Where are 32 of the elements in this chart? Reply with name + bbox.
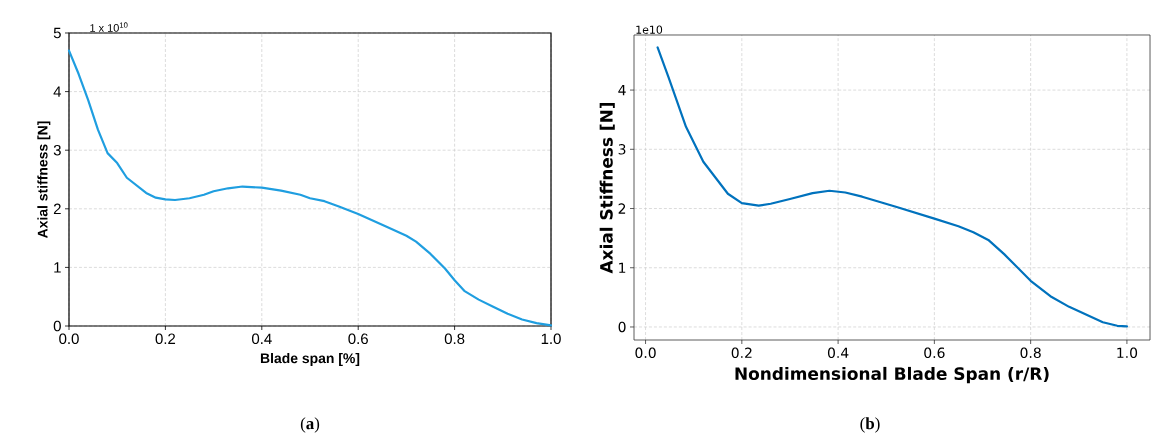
x-tick-label: 0.0 [59, 333, 79, 345]
y-tick-label: 2 [618, 203, 626, 214]
text: 1e10 [636, 25, 663, 34]
y-tick-label: 3 [618, 144, 626, 155]
text: 1 x 10$^{10}$ [90, 22, 128, 32]
y-tick-label: 2 [53, 203, 61, 215]
x-tick-label: 0.8 [444, 333, 465, 345]
x-tick-label: 0.6 [924, 347, 945, 359]
y-tick-label: 4 [53, 86, 62, 97]
y-tick-label: 4 [618, 84, 626, 96]
line-series [656, 46, 1129, 328]
text: (b) [860, 417, 880, 433]
x-tick-label: 0.4 [251, 333, 272, 345]
y-axis-title: Axial stiffness [N] [37, 121, 51, 239]
y-tick-label: 3 [53, 144, 61, 156]
x-tick-label: 1.0 [541, 333, 561, 345]
x-tick-label: 1.0 [1117, 347, 1138, 359]
y-tick-label: 0 [53, 320, 61, 332]
x-tick-label: 0.4 [827, 347, 849, 359]
y-tick-label: 1 [54, 262, 61, 273]
y-tick-label: 5 [53, 27, 61, 39]
x-axis-title: Blade span [%] [260, 352, 360, 366]
x-tick-label: 0.2 [155, 333, 176, 345]
text: (a) [300, 417, 320, 433]
x-tick-label: 0.6 [348, 333, 368, 345]
y-tick-label: 0 [618, 321, 626, 333]
x-tick-label: 0.2 [731, 347, 752, 359]
y-axis-title: Axial Stiffness [N] [599, 102, 615, 274]
y-tick-label: 1 [619, 262, 626, 273]
x-tick-label: 0.8 [1020, 347, 1041, 359]
x-tick-label: 0.0 [635, 347, 656, 359]
x-axis-title: Nondimensional Blade Span (r/R) [735, 366, 1049, 384]
